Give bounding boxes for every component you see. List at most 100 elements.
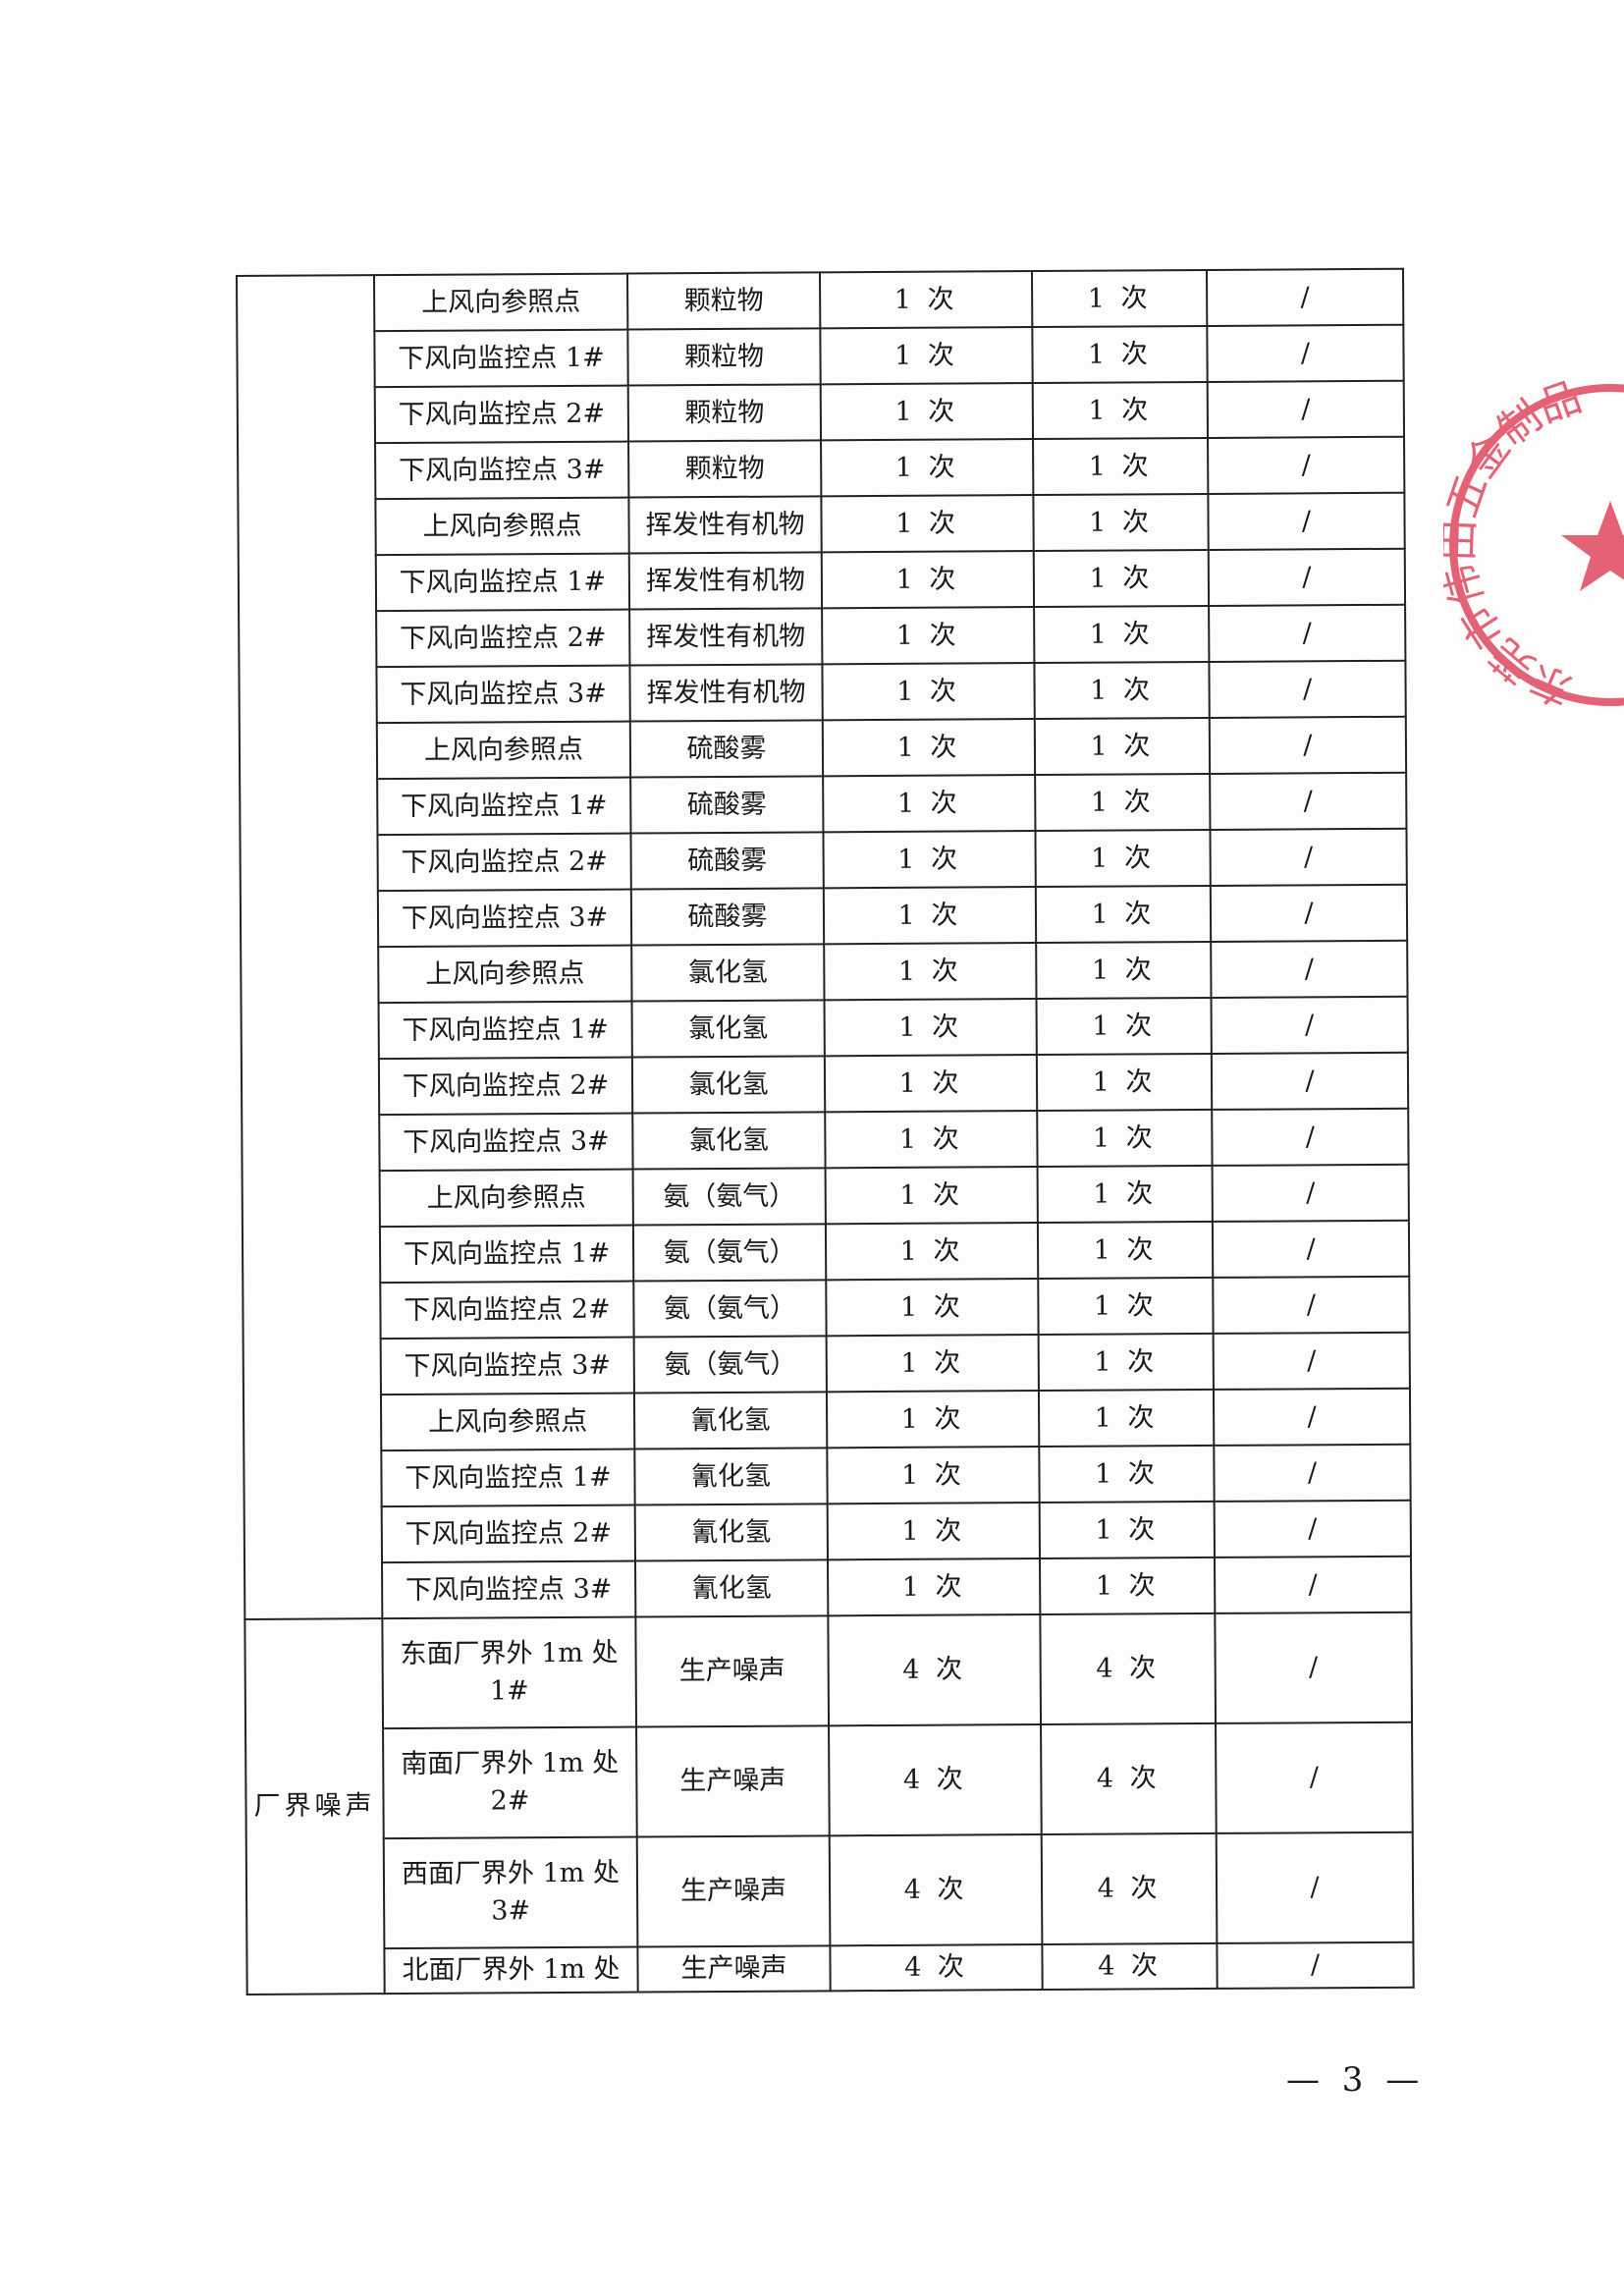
note: /: [1210, 772, 1407, 830]
frequency: 1 次: [821, 551, 1035, 609]
note: /: [1213, 1276, 1410, 1334]
category-cell: [237, 275, 383, 1619]
note: /: [1213, 1332, 1410, 1390]
frequency: 1 次: [1038, 1277, 1214, 1336]
note: /: [1206, 268, 1404, 326]
frequency: 1 次: [1036, 1053, 1213, 1112]
frequency: 1 次: [826, 1335, 1039, 1393]
monitoring-item: 生产噪声: [636, 1725, 830, 1837]
monitoring-item: 氨（氨气）: [633, 1280, 827, 1338]
monitoring-item: 氨（氨气）: [633, 1336, 827, 1394]
note: /: [1211, 940, 1408, 998]
monitoring-item: 颗粒物: [626, 272, 821, 330]
monitoring-item: 挥发性有机物: [629, 664, 823, 722]
svg-text:东莞市伟田五金制品: 东莞市伟田五金制品: [1443, 378, 1588, 712]
frequency: 1 次: [1034, 605, 1210, 664]
monitoring-point: 东面厂界外 1m 处 1#: [382, 1616, 637, 1729]
frequency: 1 次: [1033, 437, 1209, 496]
monitoring-point: 下风向监控点 3#: [380, 1337, 634, 1395]
monitoring-item: 氰化氢: [633, 1392, 828, 1449]
frequency: 1 次: [1035, 885, 1212, 944]
monitoring-item: 氯化氢: [631, 1056, 826, 1114]
frequency: 1 次: [1037, 1109, 1213, 1168]
note: /: [1208, 548, 1406, 606]
frequency: 1 次: [1034, 661, 1210, 720]
frequency: 1 次: [824, 999, 1037, 1057]
monitoring-item: 硫酸雾: [629, 720, 824, 778]
monitoring-point: 上风向参照点: [375, 497, 629, 556]
page-number: — 3 —: [1286, 2060, 1426, 2100]
frequency: 1 次: [1038, 1333, 1214, 1392]
frequency: 1 次: [820, 327, 1033, 385]
note: /: [1207, 324, 1404, 382]
frequency: 4 次: [830, 1944, 1043, 1992]
monitoring-point: 上风向参照点: [376, 721, 631, 780]
frequency: 4 次: [1042, 1942, 1218, 1991]
frequency: 1 次: [1033, 549, 1210, 608]
monitoring-item: 硫酸雾: [630, 776, 824, 834]
note: /: [1215, 1612, 1413, 1723]
monitoring-point: 下风向监控点 2#: [378, 1057, 633, 1116]
frequency: 1 次: [825, 1167, 1038, 1225]
note: /: [1214, 1444, 1411, 1502]
note: /: [1212, 1108, 1409, 1166]
monitoring-point: 下风向监控点 1#: [381, 1449, 635, 1507]
monitoring-point: 上风向参照点: [374, 273, 628, 332]
frequency: 1 次: [825, 1223, 1039, 1281]
frequency: 1 次: [823, 887, 1037, 945]
monitoring-point: 下风向监控点 3#: [376, 665, 630, 724]
monitoring-point: 下风向监控点 2#: [376, 609, 630, 668]
monitoring-point: 下风向监控点 3#: [382, 1560, 636, 1619]
frequency: 1 次: [1037, 1165, 1213, 1224]
monitoring-item: 硫酸雾: [630, 888, 825, 946]
monitoring-item: 氰化氢: [634, 1448, 828, 1505]
frequency: 1 次: [828, 1558, 1041, 1616]
frequency: 1 次: [824, 1055, 1038, 1113]
frequency: 1 次: [822, 607, 1035, 665]
company-seal: 东莞市伟田五金制品: [1443, 378, 1624, 712]
monitoring-item: 氨（氨气）: [632, 1168, 826, 1226]
note: /: [1214, 1500, 1411, 1558]
frequency: 1 次: [1032, 325, 1208, 384]
note: /: [1207, 380, 1405, 438]
monitoring-item: 氨（氨气）: [632, 1224, 827, 1282]
note: /: [1210, 828, 1407, 886]
monitoring-item: 生产噪声: [635, 1615, 830, 1727]
monitoring-item: 氯化氢: [631, 944, 825, 1002]
monitoring-item: 氯化氢: [631, 1000, 825, 1058]
note: /: [1209, 660, 1406, 718]
frequency: 1 次: [827, 1503, 1040, 1560]
monitoring-item: 氰化氢: [635, 1559, 829, 1617]
monitoring-point: 下风向监控点 3#: [379, 1113, 633, 1172]
monitoring-item: 氰化氢: [634, 1503, 829, 1561]
monitoring-point: 下风向监控点 3#: [377, 889, 632, 948]
monitoring-item: 挥发性有机物: [628, 552, 823, 610]
monitoring-point: 下风向监控点 1#: [375, 553, 630, 612]
category-cell: 厂界噪声: [244, 1618, 385, 1995]
note: /: [1209, 716, 1407, 774]
frequency: 1 次: [822, 663, 1035, 721]
monitoring-point: 下风向监控点 1#: [377, 777, 631, 836]
note: /: [1211, 1052, 1409, 1110]
note: /: [1210, 884, 1408, 942]
monitoring-item: 硫酸雾: [630, 832, 824, 890]
note: /: [1217, 1941, 1414, 1989]
